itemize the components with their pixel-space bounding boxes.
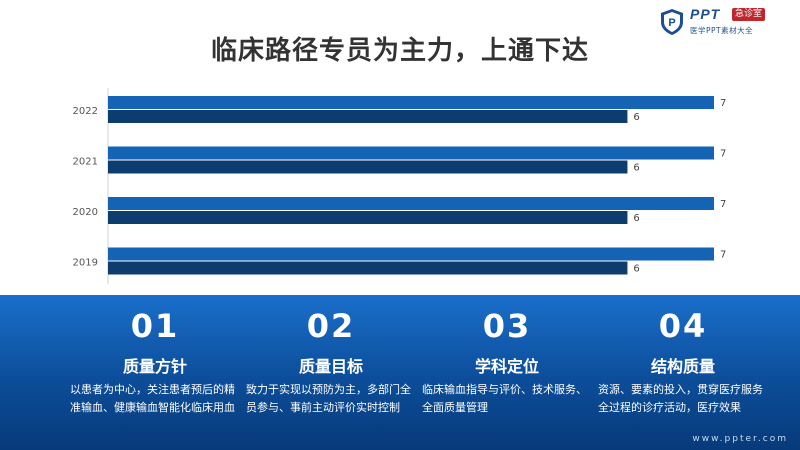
data-label: 6	[633, 112, 639, 123]
column-number: 03	[482, 307, 532, 345]
bar	[108, 211, 628, 224]
column-description: 致力于实现以预防为主，多部门全员参与、事前主动评价实时控制	[246, 383, 411, 414]
logo-tag: 急诊室	[732, 8, 766, 21]
data-label: 7	[720, 149, 726, 160]
footer-url: www.ppter.com	[692, 434, 788, 444]
shield-p-icon: P	[661, 9, 683, 35]
column-number: 04	[658, 307, 708, 345]
data-label: 7	[720, 250, 726, 261]
data-label: 6	[633, 213, 639, 224]
column-description: 资源、要素的投入，贯穿医疗服务全过程的诊疗活动，医疗效果	[598, 383, 763, 414]
bar	[108, 261, 628, 275]
category-tick-label: 2019	[73, 258, 98, 269]
data-label: 7	[720, 199, 726, 210]
page-title: 临床路径专员为主力，上通下达	[210, 36, 589, 66]
category-tick-label: 2020	[73, 207, 98, 218]
bar	[108, 247, 714, 261]
bar	[108, 96, 714, 109]
svg-text:P: P	[668, 17, 675, 29]
data-label: 6	[633, 264, 639, 275]
bar	[108, 197, 714, 210]
data-label: 6	[633, 163, 639, 174]
column-number: 01	[130, 307, 180, 345]
column-heading: 质量方针	[122, 357, 187, 376]
logo-subtitle: 医学PPT素材大全	[690, 26, 754, 35]
logo-brand: PPT	[690, 6, 721, 22]
category-tick-label: 2022	[73, 106, 98, 117]
column-description: 临床输血指导与评价、技术服务、全面质量管理	[422, 383, 587, 414]
column-number: 02	[306, 307, 356, 345]
data-label: 7	[720, 98, 726, 109]
column-description: 以患者为中心，关注患者预后的精准输血、健康输血智能化临床用血	[70, 383, 235, 414]
column-heading: 学科定位	[474, 357, 539, 376]
bottom-panel: 01 质量方针 以患者为中心，关注患者预后的精准输血、健康输血智能化临床用血 0…	[0, 295, 800, 450]
bar-chart: 7 6 2022 7 6 2021 7 6 2020 7 6 2019	[73, 88, 726, 284]
logo: P PPT 急诊室 医学PPT素材大全	[660, 6, 788, 40]
bar	[108, 110, 628, 123]
bar	[108, 160, 628, 174]
column-heading: 质量目标	[298, 357, 363, 376]
bar	[108, 146, 714, 160]
column-heading: 结构质量	[650, 357, 715, 376]
category-tick-label: 2021	[73, 157, 98, 168]
